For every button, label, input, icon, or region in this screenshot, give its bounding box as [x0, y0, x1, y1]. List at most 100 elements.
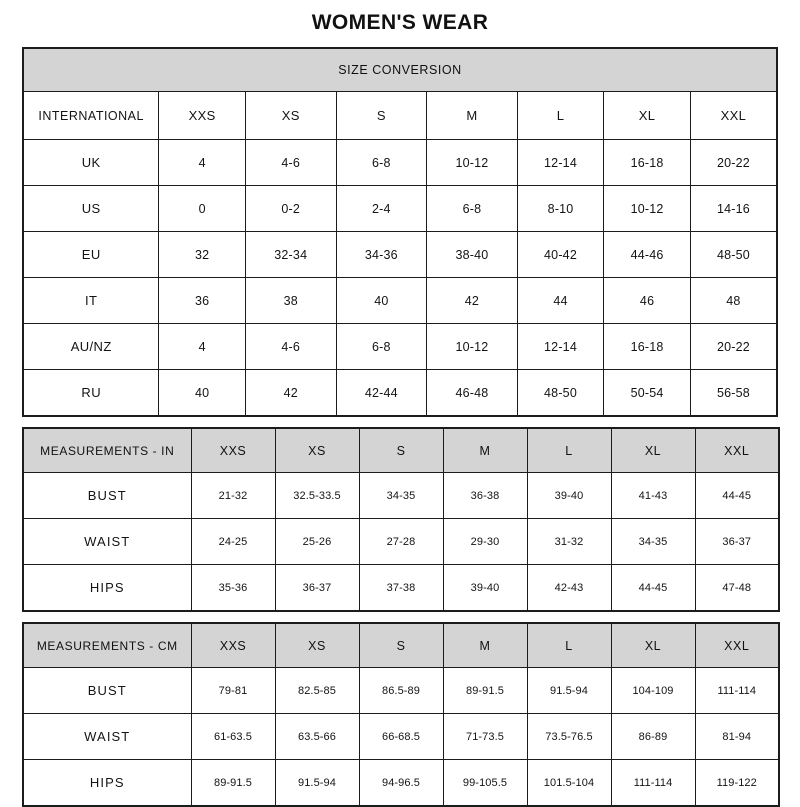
column-header-cm-xl: XL [610, 622, 696, 669]
column-header-in-m: M [442, 427, 528, 474]
cell-aunz-s: 6-8 [335, 323, 428, 371]
cell-it-m: 42 [426, 277, 518, 325]
page-title: WOMEN'S WEAR [311, 11, 489, 34]
table-row: US 0 0-2 2-4 6-8 8-10 10-12 14-16 [22, 185, 778, 233]
table-row: IT 36 38 40 42 44 46 48 [22, 277, 778, 325]
cell-it-xs: 38 [244, 277, 337, 325]
cell-cm-hips-xxl: 119-122 [694, 759, 780, 807]
column-header-cm-m: M [442, 622, 528, 669]
cell-cm-waist-xxl: 81-94 [694, 713, 780, 761]
measurements-inches-body: MEASUREMENTS - IN XXS XS S M L XL XXL BU… [22, 427, 780, 612]
cell-in-waist-xs: 25-26 [274, 518, 360, 566]
table-row: AU/NZ 4 4-6 6-8 10-12 12-14 16-18 20-22 [22, 323, 778, 371]
cell-in-bust-xl: 41-43 [610, 472, 696, 520]
cell-in-bust-s: 34-35 [358, 472, 444, 520]
row-label-cm-waist: WAIST [22, 713, 192, 761]
cell-in-hips-xs: 36-37 [274, 564, 360, 612]
cell-cm-hips-l: 101.5-104 [526, 759, 612, 807]
cell-ru-m: 46-48 [426, 369, 518, 417]
row-label-in-bust: BUST [22, 472, 192, 520]
row-label-in-waist: WAIST [22, 518, 192, 566]
cell-cm-hips-xs: 91.5-94 [274, 759, 360, 807]
cell-cm-waist-s: 66-68.5 [358, 713, 444, 761]
cell-us-m: 6-8 [426, 185, 518, 233]
table-row: HIPS 89-91.5 91.5-94 94-96.5 99-105.5 10… [22, 759, 780, 807]
cell-cm-hips-xl: 111-114 [610, 759, 696, 807]
table-row: UK 4 4-6 6-8 10-12 12-14 16-18 20-22 [22, 139, 778, 187]
row-label-it: IT [22, 277, 160, 325]
measurements-inches-table: MEASUREMENTS - IN XXS XS S M L XL XXL BU… [22, 427, 780, 613]
column-header-in-l: L [526, 427, 612, 474]
cell-cm-bust-s: 86.5-89 [358, 667, 444, 715]
cell-us-xxl: 14-16 [689, 185, 778, 233]
cell-in-bust-xs: 32.5-33.5 [274, 472, 360, 520]
column-header-xs: XS [244, 91, 337, 141]
cell-eu-m: 38-40 [426, 231, 518, 279]
cell-us-l: 8-10 [516, 185, 605, 233]
row-label-eu: EU [22, 231, 160, 279]
table-row: WAIST 61-63.5 63.5-66 66-68.5 71-73.5 73… [22, 713, 780, 761]
cell-ru-s: 42-44 [335, 369, 428, 417]
cell-it-xxs: 36 [158, 277, 246, 325]
cell-cm-waist-l: 73.5-76.5 [526, 713, 612, 761]
cell-cm-hips-xxs: 89-91.5 [190, 759, 276, 807]
cell-in-waist-xxs: 24-25 [190, 518, 276, 566]
cell-in-hips-m: 39-40 [442, 564, 528, 612]
table-row: BUST 21-32 32.5-33.5 34-35 36-38 39-40 4… [22, 472, 780, 520]
cell-uk-xl: 16-18 [603, 139, 691, 187]
size-conversion-body: SIZE CONVERSION INTERNATIONAL XXS XS S M… [22, 47, 778, 417]
cell-cm-hips-s: 94-96.5 [358, 759, 444, 807]
column-header-in-s: S [358, 427, 444, 474]
column-header-international: INTERNATIONAL [22, 91, 160, 141]
cell-in-waist-xl: 34-35 [610, 518, 696, 566]
column-header-measurements-cm: MEASUREMENTS - CM [22, 622, 192, 669]
cell-uk-l: 12-14 [516, 139, 605, 187]
cell-us-xl: 10-12 [603, 185, 691, 233]
cell-cm-hips-m: 99-105.5 [442, 759, 528, 807]
cell-eu-xxs: 32 [158, 231, 246, 279]
column-header-cm-xs: XS [274, 622, 360, 669]
cell-cm-bust-l: 91.5-94 [526, 667, 612, 715]
column-header-cm-s: S [358, 622, 444, 669]
cell-eu-xxl: 48-50 [689, 231, 778, 279]
table-row: RU 40 42 42-44 46-48 48-50 50-54 56-58 [22, 369, 778, 417]
cell-cm-bust-xs: 82.5-85 [274, 667, 360, 715]
column-header-xl: XL [603, 91, 691, 141]
column-header-l: L [516, 91, 605, 141]
column-header-cm-xxl: XXL [694, 622, 780, 669]
cell-ru-xs: 42 [244, 369, 337, 417]
cell-eu-xs: 32-34 [244, 231, 337, 279]
row-label-ru: RU [22, 369, 160, 417]
measurements-cm-table: MEASUREMENTS - CM XXS XS S M L XL XXL BU… [22, 622, 780, 807]
table-row: BUST 79-81 82.5-85 86.5-89 89-91.5 91.5-… [22, 667, 780, 715]
cell-in-waist-m: 29-30 [442, 518, 528, 566]
cell-in-hips-s: 37-38 [358, 564, 444, 612]
cell-uk-m: 10-12 [426, 139, 518, 187]
cell-cm-bust-xxs: 79-81 [190, 667, 276, 715]
cell-ru-xxl: 56-58 [689, 369, 778, 417]
size-conversion-header-row: INTERNATIONAL XXS XS S M L XL XXL [22, 91, 778, 141]
row-label-uk: UK [22, 139, 160, 187]
row-label-us: US [22, 185, 160, 233]
cell-in-bust-m: 36-38 [442, 472, 528, 520]
table-row: EU 32 32-34 34-36 38-40 40-42 44-46 48-5… [22, 231, 778, 279]
cell-us-s: 2-4 [335, 185, 428, 233]
cell-aunz-xxs: 4 [158, 323, 246, 371]
table-row: WAIST 24-25 25-26 27-28 29-30 31-32 34-3… [22, 518, 780, 566]
column-header-in-xl: XL [610, 427, 696, 474]
measurements-cm-body: MEASUREMENTS - CM XXS XS S M L XL XXL BU… [22, 622, 780, 807]
cell-in-waist-l: 31-32 [526, 518, 612, 566]
measurements-inches-header-row: MEASUREMENTS - IN XXS XS S M L XL XXL [22, 427, 780, 474]
cell-aunz-xxl: 20-22 [689, 323, 778, 371]
cell-in-bust-xxs: 21-32 [190, 472, 276, 520]
column-header-in-xxs: XXS [190, 427, 276, 474]
column-header-s: S [335, 91, 428, 141]
size-conversion-table: SIZE CONVERSION INTERNATIONAL XXS XS S M… [22, 47, 778, 418]
cell-uk-s: 6-8 [335, 139, 428, 187]
cell-in-hips-xxl: 47-48 [694, 564, 780, 612]
cell-ru-xl: 50-54 [603, 369, 691, 417]
cell-aunz-xl: 16-18 [603, 323, 691, 371]
column-header-cm-xxs: XXS [190, 622, 276, 669]
column-header-measurements-in: MEASUREMENTS - IN [22, 427, 192, 474]
size-conversion-banner: SIZE CONVERSION [22, 47, 778, 93]
